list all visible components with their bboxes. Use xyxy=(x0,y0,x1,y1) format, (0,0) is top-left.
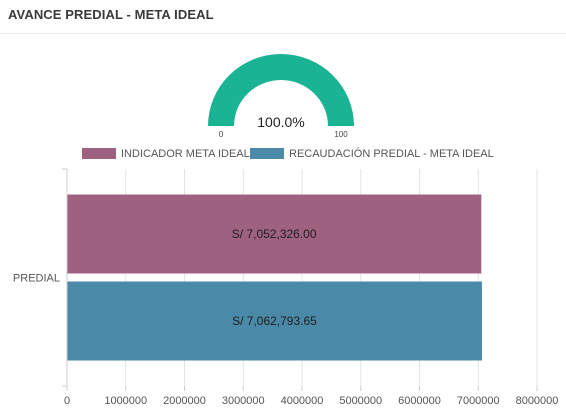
chart-axes: 0 1000000 2000000 3000000 4000000 5000000 6000… xyxy=(13,168,559,407)
panel-header: AVANCE PREDIAL - META IDEAL xyxy=(0,0,566,34)
x-tick-label: 7000000 xyxy=(457,395,500,407)
x-tick-label: 1000000 xyxy=(104,395,147,407)
legend-swatch xyxy=(82,148,116,159)
panel-title: AVANCE PREDIAL - META IDEAL xyxy=(8,7,214,22)
chart-legend: INDICADOR META IDEAL RECAUDACIÓN PREDIAL … xyxy=(82,147,494,160)
x-tick-label: 0 xyxy=(64,395,70,407)
gauge-fill xyxy=(208,54,354,126)
bar-data-label: S/ 7,062,793.65 xyxy=(232,314,317,328)
gauge-min-label: 0 xyxy=(219,130,224,139)
x-tick-label: 5000000 xyxy=(339,395,382,407)
bar-data-label: S/ 7,052,326.00 xyxy=(232,227,317,241)
legend-swatch xyxy=(250,148,284,159)
gauge-max-label: 100 xyxy=(334,130,348,139)
x-tick-label: 2000000 xyxy=(163,395,206,407)
x-tick-label: 3000000 xyxy=(222,395,265,407)
legend-label: RECAUDACIÓN PREDIAL - META IDEAL xyxy=(289,147,494,160)
bar[interactable] xyxy=(67,281,482,361)
chart-bars: S/ 7,052,326.00 S/ 7,062,793.65 xyxy=(67,194,482,361)
y-category-label: PREDIAL xyxy=(13,273,60,285)
gauge-chart: 100.0% 0 100 xyxy=(208,54,354,139)
x-tick-label: 8000000 xyxy=(516,395,559,407)
gauge-value-label: 100.0% xyxy=(257,114,304,130)
bar[interactable] xyxy=(67,194,482,274)
bar-chart: INDICADOR META IDEAL RECAUDACIÓN PREDIAL … xyxy=(13,147,559,407)
x-tick-label: 4000000 xyxy=(281,395,324,407)
x-tick-label: 6000000 xyxy=(398,395,441,407)
legend-label: INDICADOR META IDEAL xyxy=(121,148,250,160)
